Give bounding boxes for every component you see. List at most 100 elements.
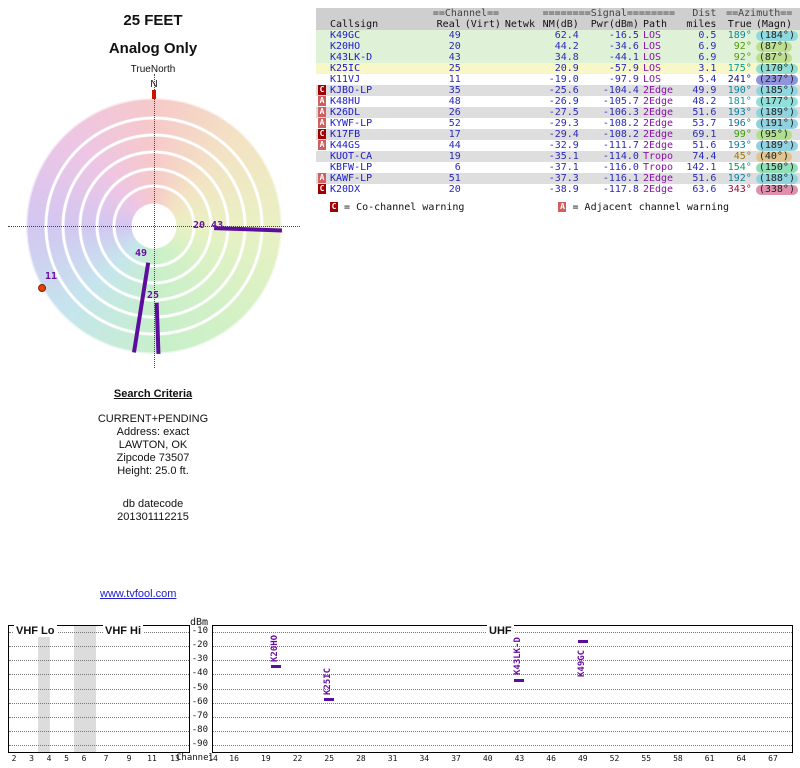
pwr-dbm-cell: -104.4 <box>602 85 639 96</box>
table-row: KUOT-CA 19 -35.1 -114.0 Tropo 74.4 45° (40°) <box>316 151 800 162</box>
callsign-link[interactable]: K25IC <box>330 63 361 74</box>
tvfool-site-link[interactable]: www.tvfool.com <box>100 588 177 600</box>
y-axis-tick-label: -10 <box>191 626 208 636</box>
callsign-link[interactable]: KUOT-CA <box>330 151 373 162</box>
north-tick-icon <box>152 90 156 99</box>
search-criteria-line: Height: 25.0 ft. <box>117 465 189 477</box>
adjacent-channel-warning-badge: A <box>318 107 326 117</box>
section-label-vhf-hi: VHF Hi <box>103 625 144 637</box>
nm-db-cell: -37.1 <box>548 162 579 173</box>
y-axis-tick-label: -40 <box>191 668 208 679</box>
callsign-link[interactable]: K11VJ <box>330 74 361 85</box>
gridline <box>213 660 792 662</box>
callsign-link[interactable]: K44GS <box>330 140 361 151</box>
radar-overlay <box>38 90 282 354</box>
pwr-dbm-cell: -57.9 <box>608 63 639 74</box>
callsign-link[interactable]: K26DL <box>330 107 361 118</box>
pwr-dbm-cell: -108.2 <box>602 129 639 140</box>
callsign-link[interactable]: K49GC <box>330 30 361 41</box>
callsign-link[interactable]: KYWF-LP <box>330 118 373 129</box>
path-cell: LOS <box>642 41 661 52</box>
channel-real-cell: 17 <box>448 129 461 140</box>
channel-tick-label: 28 <box>356 754 366 763</box>
radar-signal-line <box>154 302 161 354</box>
pwr-dbm-cell: -114.0 <box>602 151 639 162</box>
callsign-link[interactable]: K20HO <box>330 41 361 52</box>
radar-channel-label: 25 <box>147 290 160 301</box>
callsign-link[interactable]: KBFW-LP <box>330 162 373 173</box>
table-row: KBFW-LP 6 -37.1 -116.0 Tropo 142.1 154° (150°) <box>316 162 800 173</box>
col-header-callsign: Callsign <box>330 19 379 30</box>
y-axis-unit-label: dBm <box>189 617 208 628</box>
azimuth-magn-badge: (189°) <box>755 141 798 151</box>
azimuth-magn-badge: (189°) <box>755 108 798 118</box>
callsign-link[interactable]: K20DX <box>330 184 361 195</box>
table-row: K49GC 49 62.4 -16.5 LOS 0.5 189° (184°) <box>316 30 800 41</box>
callsign-link[interactable]: K43LK-D <box>330 52 373 63</box>
dist-group-header: Dist <box>692 8 717 19</box>
callsign-link[interactable]: KJBO-LP <box>330 85 373 96</box>
table-row: A K26DL 26 -27.5 -106.3 2Edge 51.6 193° (189°) <box>316 107 800 118</box>
azimuth-magn-badge: (177°) <box>755 97 798 107</box>
azimuth-magn-cell: (237°) <box>754 74 800 85</box>
co-channel-legend-item: C = Co-channel warning <box>330 202 470 213</box>
signal-group-header: ========Signal======== <box>542 8 676 19</box>
co-channel-warning-badge: C <box>318 129 326 139</box>
pwr-dbm-cell: -108.2 <box>602 118 639 129</box>
azimuth-magn-badge: (87°) <box>755 53 792 63</box>
adjacent-channel-legend-text: = Adjacent channel warning <box>572 202 730 213</box>
col-header-virt: (Virt) <box>464 19 501 30</box>
azimuth-true-cell: 92° <box>733 52 752 63</box>
callsign-link[interactable]: KAWF-LP <box>330 173 373 184</box>
adjacent-channel-warning-icon: A <box>558 202 567 212</box>
nm-db-cell: 44.2 <box>554 41 579 52</box>
distance-cell: 53.7 <box>692 118 717 129</box>
radar-channel-label: 49 <box>135 248 148 259</box>
path-cell: 2Edge <box>642 118 674 129</box>
y-axis-tick-label: -50 <box>191 682 208 693</box>
channel-group-header: ==Channel== <box>432 8 500 19</box>
col-header-miles: miles <box>686 19 717 30</box>
azimuth-magn-cell: (170°) <box>754 63 800 74</box>
adjacent-channel-warning-badge: A <box>318 96 326 106</box>
channel-real-cell: 43 <box>448 52 461 63</box>
channel-tick-label: 11 <box>147 754 157 763</box>
distance-cell: 3.1 <box>698 63 717 74</box>
nm-db-cell: -27.5 <box>548 107 579 118</box>
nm-db-cell: -38.9 <box>548 184 579 195</box>
azimuth-true-cell: 175° <box>727 63 752 74</box>
radar-signal-dot <box>38 284 47 293</box>
callsign-link[interactable]: K17FB <box>330 129 361 140</box>
azimuth-magn-badge: (188°) <box>755 174 798 184</box>
warning-cell: C <box>316 129 328 140</box>
azimuth-true-cell: 343° <box>727 184 752 195</box>
y-axis-tick-label: -30 <box>191 654 208 665</box>
azimuth-magn-cell: (177°) <box>754 96 800 107</box>
warnings-legend: C = Co-channel warning A = Adjacent chan… <box>330 202 729 213</box>
channel-tick-label: 49 <box>577 754 588 763</box>
azimuth-true-cell: 196° <box>727 118 752 129</box>
gridline <box>9 674 189 676</box>
azimuth-magn-badge: (170°) <box>755 64 798 74</box>
azimuth-magn-badge: (237°) <box>755 75 798 85</box>
azimuth-true-cell: 181° <box>727 96 752 107</box>
pwr-dbm-cell: -44.1 <box>608 52 639 63</box>
search-criteria-heading: Search Criteria <box>113 388 193 400</box>
channel-real-cell: 49 <box>448 30 461 41</box>
channel-tick-label: 31 <box>387 754 398 763</box>
warning-cell: A <box>316 140 328 151</box>
callsign-link[interactable]: K48HU <box>330 96 361 107</box>
search-criteria-line: Zipcode 73507 <box>116 452 190 464</box>
channel-tick-label: 67 <box>768 754 778 763</box>
gridline <box>213 745 792 746</box>
pwr-dbm-cell: -34.6 <box>608 41 639 52</box>
distance-cell: 5.4 <box>698 74 717 85</box>
warning-cell: C <box>316 184 328 195</box>
db-datecode-value: 201301112215 <box>117 511 189 523</box>
channel-tick-label: 37 <box>451 754 461 763</box>
signal-level-tick <box>577 639 588 643</box>
gridline <box>213 702 792 704</box>
azimuth-magn-cell: (185°) <box>754 85 800 96</box>
warning-cell: C <box>316 85 328 96</box>
